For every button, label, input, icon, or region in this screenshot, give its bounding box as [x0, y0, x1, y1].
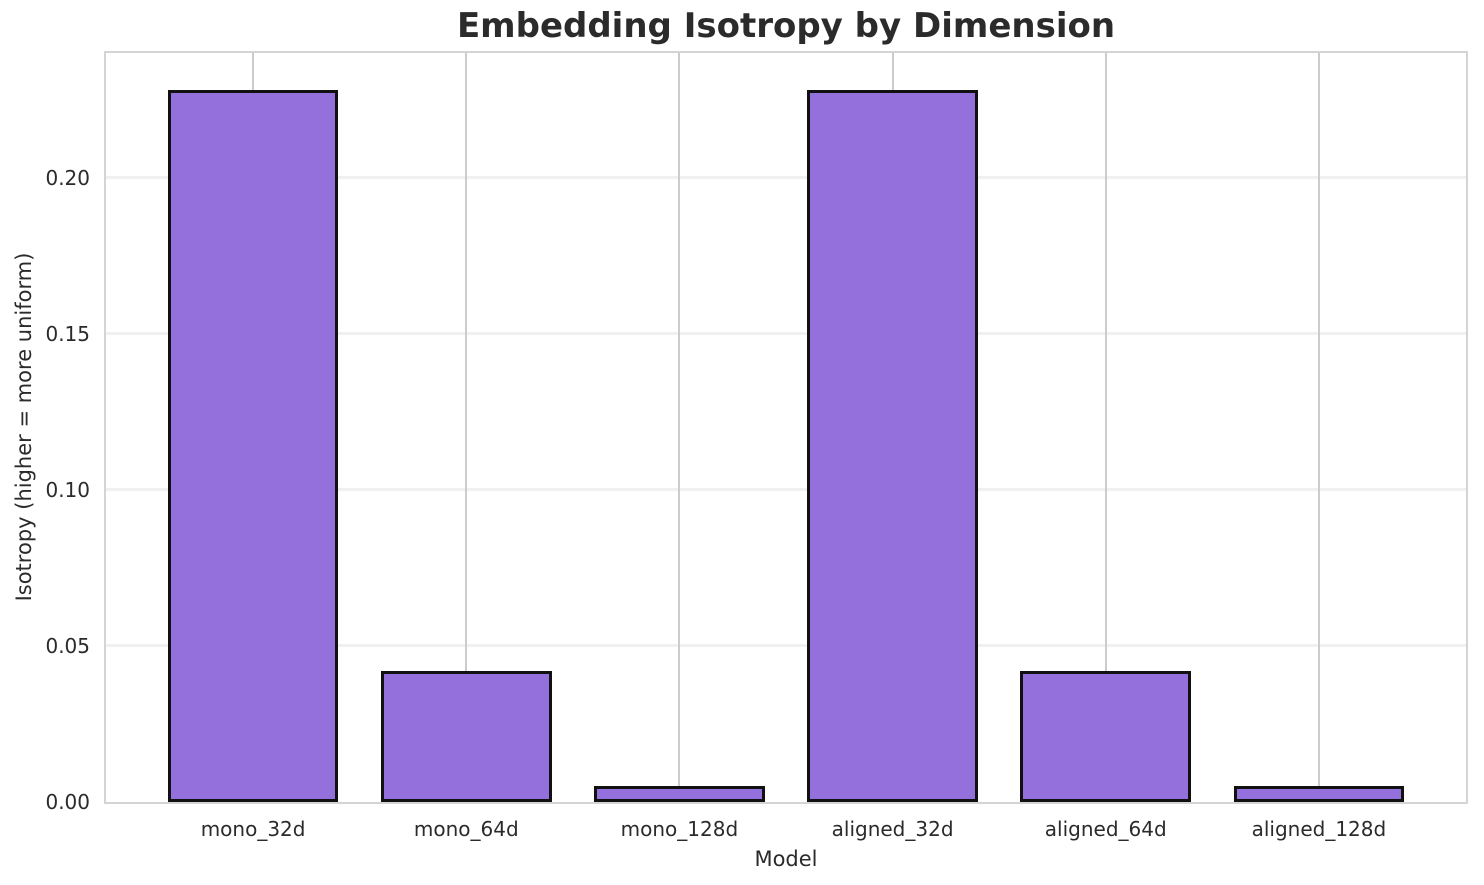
x-axis-label: Model	[754, 847, 818, 871]
bar-aligned_128d	[1233, 786, 1405, 802]
horizontal-gridline	[106, 176, 1466, 180]
bar-aligned_32d	[807, 90, 978, 802]
x-tick-label: mono_128d	[620, 817, 739, 841]
y-tick-label: 0.20	[45, 165, 90, 190]
y-tick-label: 0.00	[45, 790, 90, 814]
bar-aligned_64d	[1020, 670, 1191, 802]
x-tick-label: aligned_128d	[1251, 817, 1387, 841]
x-tick-label: mono_64d	[413, 817, 519, 841]
x-tick-label: mono_32d	[200, 817, 306, 841]
bar-mono_128d	[594, 786, 765, 802]
x-tick-label: aligned_64d	[1044, 817, 1167, 841]
bar-mono_64d	[380, 670, 552, 802]
y-tick-label: 0.10	[45, 477, 90, 502]
vertical-gridline	[1104, 53, 1107, 802]
horizontal-gridline	[106, 332, 1466, 336]
y-axis-label: Isotropy (higher = more uniform)	[12, 252, 36, 602]
horizontal-gridline	[106, 488, 1466, 492]
horizontal-gridline	[106, 644, 1466, 648]
bar-mono_32d	[167, 90, 339, 802]
y-tick-label: 0.05	[45, 633, 90, 658]
x-tick-label: aligned_32d	[831, 817, 954, 841]
vertical-gridline	[1317, 53, 1320, 802]
chart-title: Embedding Isotropy by Dimension	[456, 6, 1116, 46]
vertical-gridline	[678, 53, 681, 802]
plot-area	[104, 51, 1468, 804]
y-tick-label: 0.15	[45, 321, 90, 346]
vertical-gridline	[465, 53, 468, 802]
